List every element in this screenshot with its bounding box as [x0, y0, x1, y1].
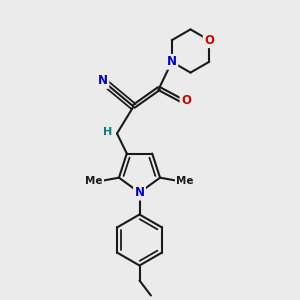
Text: N: N [167, 55, 177, 68]
Text: O: O [181, 94, 191, 107]
Text: Me: Me [176, 176, 194, 186]
Text: N: N [98, 74, 108, 88]
Text: Me: Me [85, 176, 103, 186]
Text: N: N [134, 186, 145, 199]
Text: O: O [204, 34, 214, 47]
Text: H: H [103, 127, 112, 137]
